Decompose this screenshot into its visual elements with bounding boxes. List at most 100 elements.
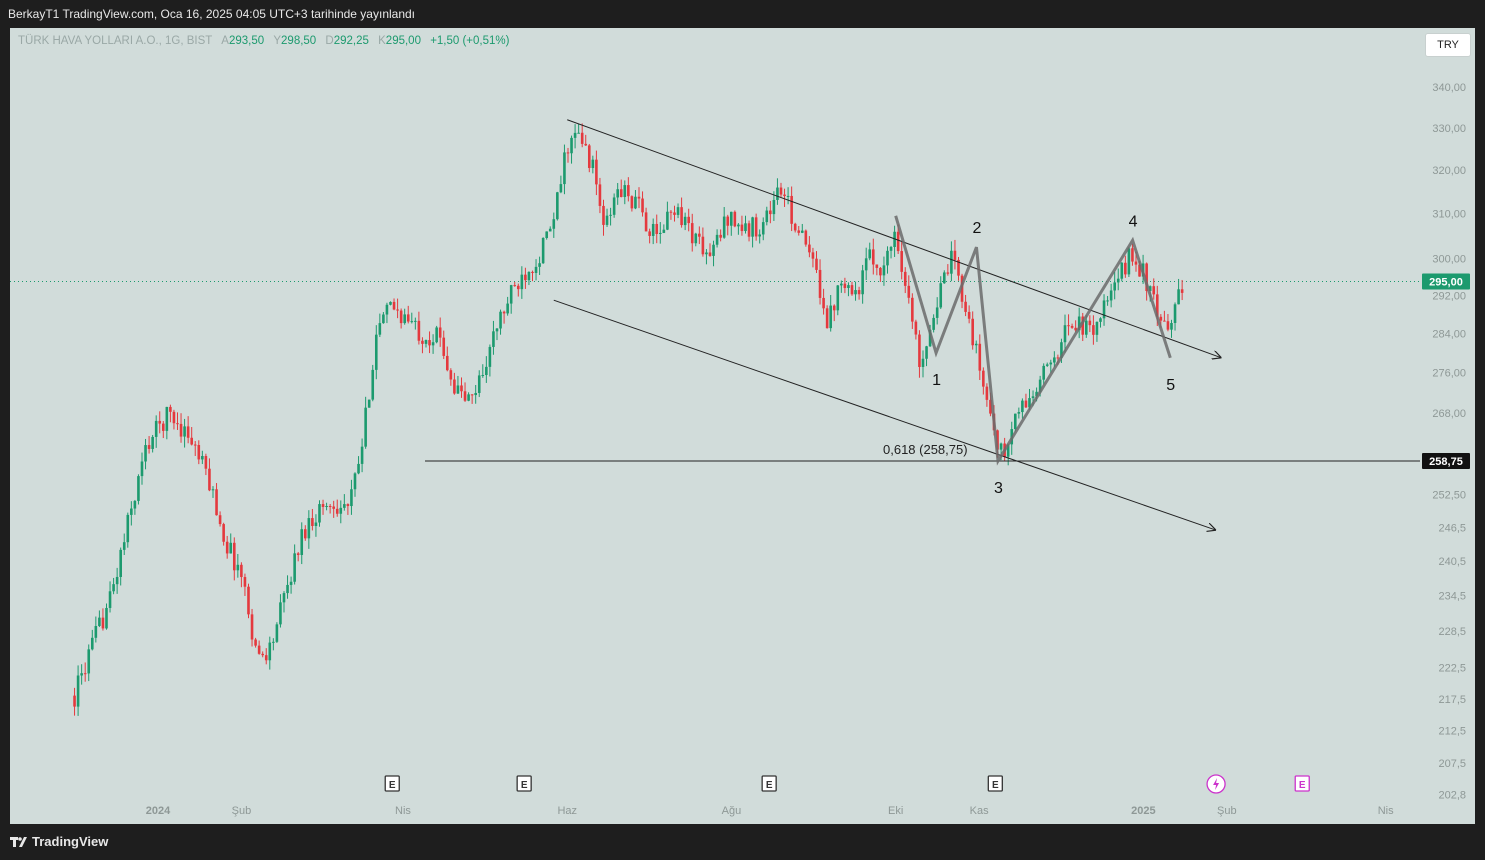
y-tick-label: 246,5 — [1438, 522, 1466, 534]
candle-body — [165, 406, 169, 431]
candle-body — [112, 584, 115, 592]
candle-151 — [609, 207, 612, 226]
candle-body — [907, 285, 911, 298]
candle-body — [765, 210, 769, 223]
candle-75 — [339, 500, 343, 524]
candle-body — [158, 420, 162, 424]
candle-body — [463, 391, 467, 401]
candle-182 — [719, 229, 722, 242]
candle-body — [367, 399, 371, 408]
candle-body — [967, 311, 971, 319]
candle-211 — [822, 288, 825, 315]
chart-pane[interactable]: 0,618 (258,75) 1 2 3 4 5 340,00 330,00 320,00 310… — [10, 28, 1475, 824]
candle-86 — [378, 313, 382, 338]
x-tick-label: Ağu — [722, 805, 742, 817]
candle-body — [840, 283, 843, 286]
candle-body — [914, 321, 918, 335]
candle-220 — [854, 281, 857, 301]
candle-body — [552, 219, 556, 229]
candle-140 — [570, 135, 573, 164]
candle-59 — [282, 591, 286, 613]
candle-body — [566, 152, 570, 154]
candle-85 — [374, 325, 378, 380]
candle-body — [669, 211, 673, 213]
candle-160 — [641, 191, 644, 217]
candle-16 — [130, 501, 133, 526]
candle-131 — [538, 256, 541, 276]
candle-188 — [740, 215, 744, 236]
candle-body — [140, 461, 144, 477]
candle-body — [879, 267, 882, 276]
wave-label-5: 5 — [1166, 377, 1175, 394]
candle-291 — [1106, 295, 1109, 306]
candle-273 — [1042, 363, 1045, 385]
candle-154 — [619, 179, 623, 198]
candle-body — [445, 355, 449, 371]
candle-body — [1060, 342, 1063, 358]
candle-286 — [1088, 315, 1092, 333]
candle-body — [673, 212, 676, 215]
candle-104 — [442, 330, 446, 360]
candle-191 — [751, 216, 754, 248]
candle-body — [680, 207, 683, 226]
candle-body — [843, 283, 847, 289]
candle-94 — [406, 305, 410, 324]
level-price-label: 258,75 — [1429, 456, 1463, 468]
candle-9 — [105, 603, 108, 630]
candle-310 — [1173, 302, 1177, 331]
candle-body — [666, 211, 669, 230]
candle-body — [1021, 400, 1024, 413]
candle-body — [928, 329, 932, 347]
candle-254 — [974, 340, 978, 354]
candle-2 — [80, 664, 83, 685]
y-tick-label: 292,00 — [1432, 290, 1466, 302]
candle-body — [243, 577, 247, 587]
candle-20 — [144, 438, 147, 470]
candle-129 — [531, 270, 534, 282]
candle-body — [247, 586, 250, 615]
candle-body — [183, 426, 186, 437]
candle-207 — [808, 236, 811, 258]
candle-189 — [744, 215, 747, 234]
earnings-marker — [384, 775, 400, 792]
candle-225 — [871, 238, 875, 275]
candle-282 — [1074, 320, 1077, 333]
price-chart[interactable]: 0,618 (258,75) 1 2 3 4 5 340,00 330,00 320,00 310… — [10, 28, 1475, 824]
candle-223 — [864, 247, 868, 281]
candle-184 — [726, 214, 730, 236]
candle-body — [1088, 320, 1092, 326]
candle-115 — [481, 364, 485, 378]
candle-275 — [1049, 359, 1053, 373]
candle-body — [378, 323, 382, 335]
candle-body — [98, 617, 101, 627]
candle-body — [385, 304, 389, 315]
candle-body — [1081, 316, 1085, 335]
candle-66 — [307, 510, 311, 549]
candle-304 — [1152, 278, 1156, 300]
candle-body — [1038, 379, 1042, 392]
candle-body — [204, 456, 208, 469]
tradingview-logo-icon — [10, 836, 27, 847]
currency-button[interactable]: TRY — [1425, 33, 1471, 57]
candle-body — [918, 334, 921, 367]
candle-295 — [1120, 261, 1124, 282]
candle-body — [942, 272, 946, 284]
candle-126 — [520, 266, 524, 299]
x-tick-label: 2025 — [1131, 805, 1155, 817]
candle-body — [147, 445, 151, 449]
candle-body — [506, 303, 509, 314]
candle-106 — [449, 368, 453, 386]
candle-199 — [779, 182, 783, 197]
candle-82 — [364, 396, 367, 449]
candle-231 — [893, 225, 896, 257]
candle-body — [797, 230, 801, 233]
candle-142 — [577, 123, 580, 134]
candle-230 — [889, 245, 893, 259]
candle-0 — [73, 687, 76, 716]
candle-body — [548, 228, 552, 232]
candle-163 — [651, 218, 655, 245]
candle-body — [950, 250, 953, 274]
candle-body — [559, 184, 563, 193]
tradingview-logo[interactable]: TradingView — [10, 834, 108, 849]
candle-body — [868, 249, 872, 259]
